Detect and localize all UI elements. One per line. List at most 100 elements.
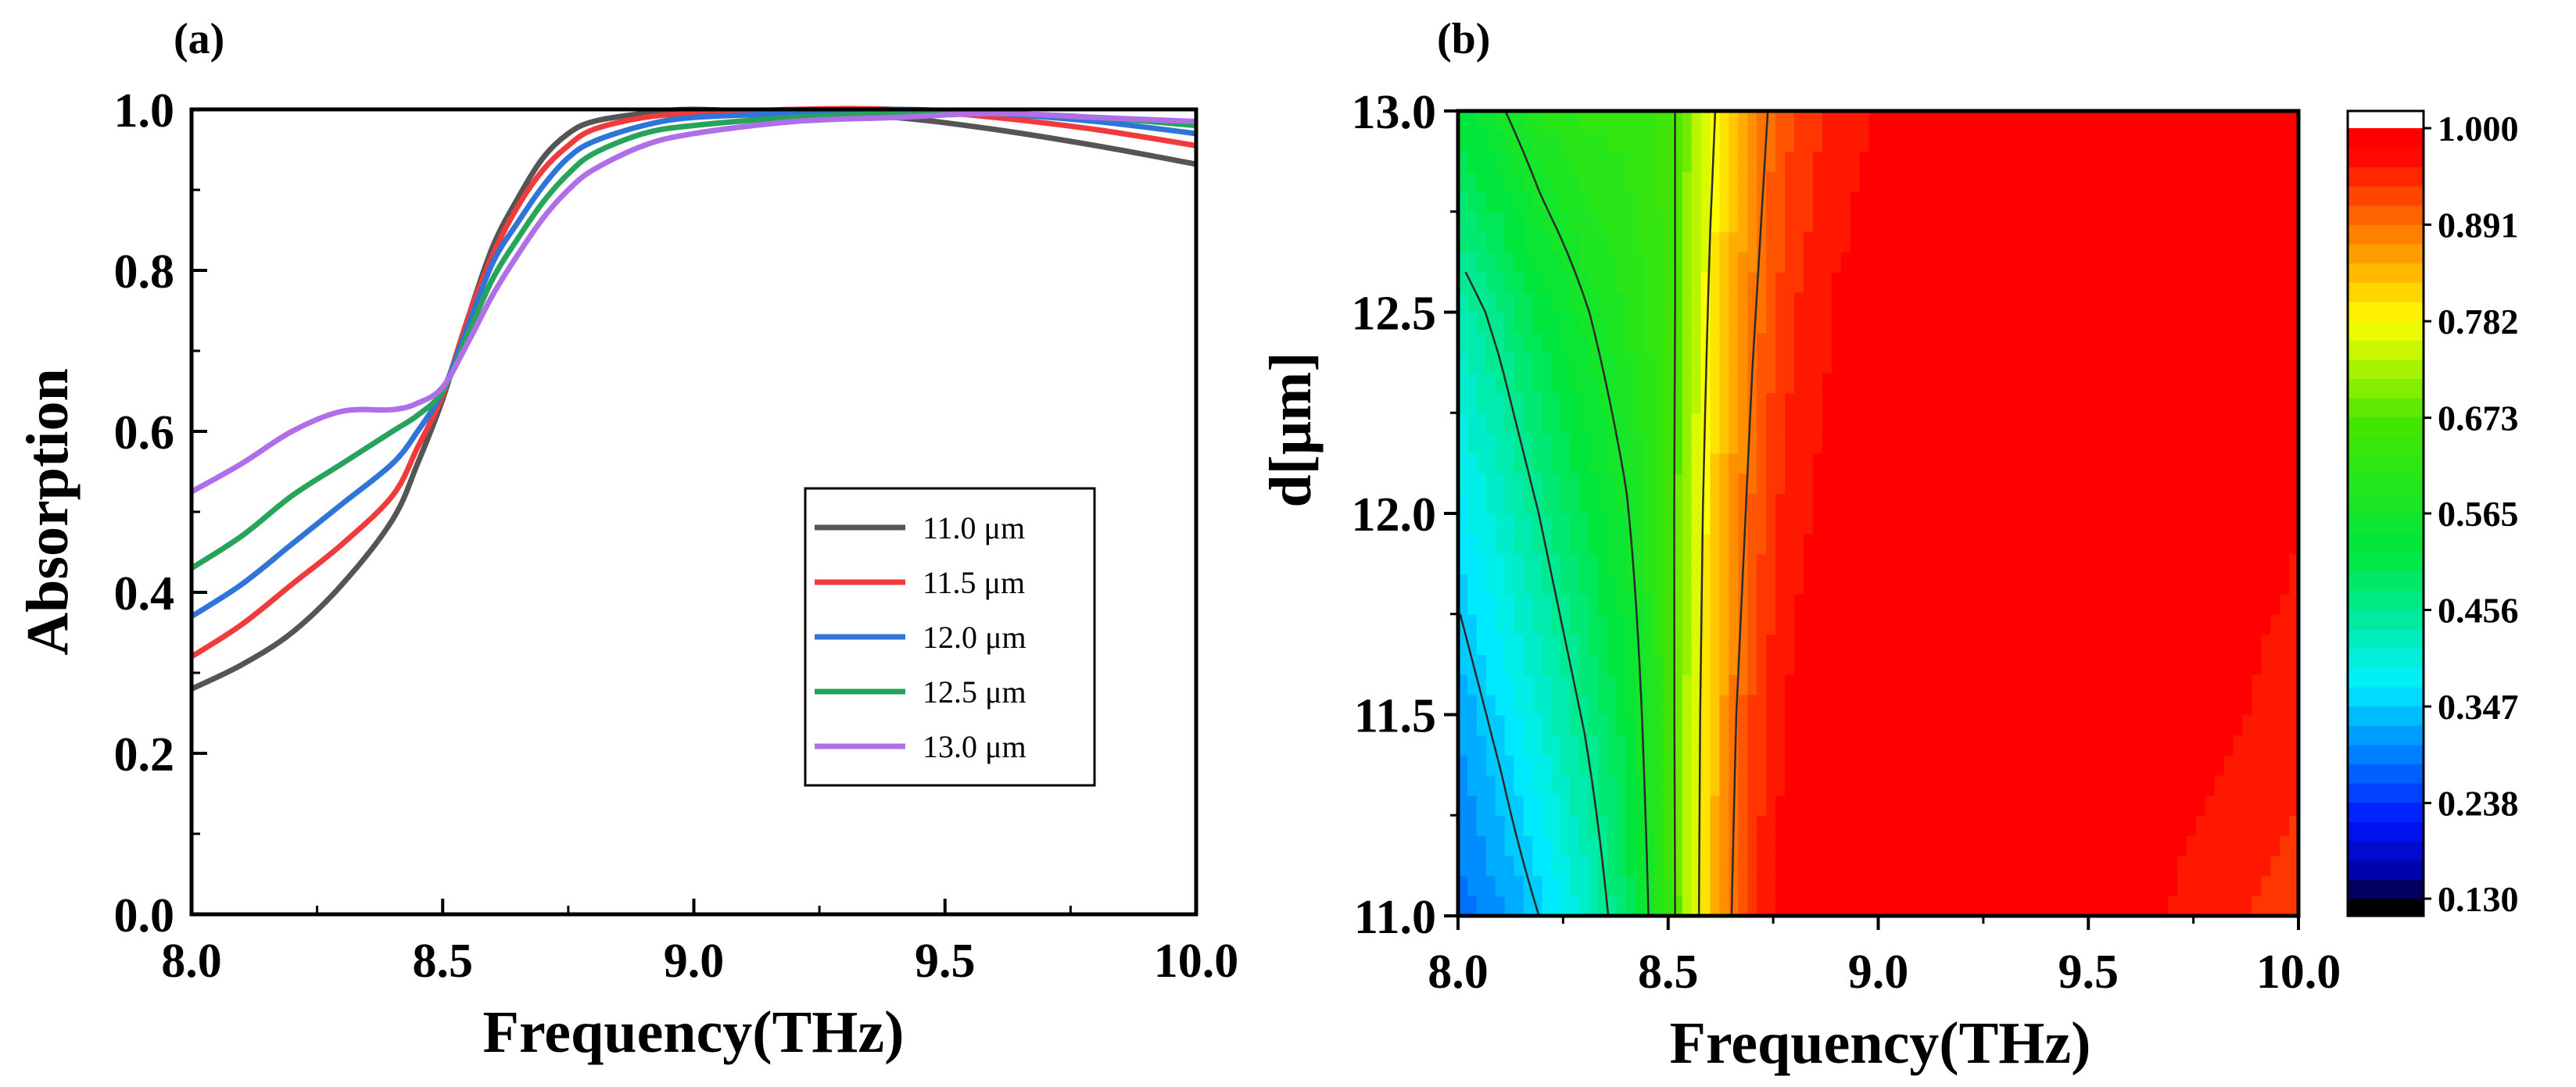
heatmap-cell xyxy=(1467,473,1478,495)
heatmap-cell xyxy=(1859,896,1870,916)
heatmap-cell xyxy=(2018,553,2029,575)
heatmap-cell xyxy=(1653,473,1664,495)
heatmap-cell xyxy=(1831,714,1842,736)
heatmap-cell xyxy=(2083,774,2094,796)
heatmap-cell xyxy=(1570,291,1581,313)
heatmap-cell xyxy=(1766,634,1776,656)
heatmap-cell xyxy=(1944,654,1954,675)
heatmap-cell xyxy=(1915,613,1926,635)
heatmap-cell xyxy=(2093,654,2103,675)
heatmap-cell xyxy=(2280,735,2290,756)
heatmap-cell xyxy=(1840,533,1851,555)
heatmap-cell xyxy=(1635,493,1646,514)
heatmap-cell xyxy=(1906,191,1917,213)
heatmap-cell xyxy=(2148,774,2159,796)
heatmap-cell xyxy=(2261,654,2271,675)
heatmap-cell xyxy=(1626,111,1636,132)
heatmap-cell xyxy=(1962,835,1972,856)
heatmap-cell xyxy=(1850,855,1861,877)
heatmap-cell xyxy=(1504,654,1515,675)
heatmap-cell xyxy=(1551,231,1562,253)
heatmap-cell xyxy=(1757,433,1767,454)
heatmap-cell xyxy=(1710,312,1721,334)
heatmap-cell xyxy=(1560,855,1571,877)
heatmap-cell xyxy=(1467,231,1478,253)
heatmap-cell xyxy=(1831,252,1842,273)
heatmap-cell xyxy=(2008,291,2019,313)
heatmap-cell xyxy=(2121,714,2131,736)
heatmap-cell xyxy=(1485,352,1496,374)
heatmap-cell xyxy=(2046,211,2057,233)
heatmap-cell xyxy=(2027,452,2038,474)
heatmap-cell xyxy=(1803,413,1814,434)
heatmap-cell xyxy=(2093,574,2103,595)
heatmap-cell xyxy=(1794,452,1804,474)
heatmap-cell xyxy=(2008,452,2019,474)
heatmap-cell xyxy=(1700,735,1711,756)
x-tick-label: 10.0 xyxy=(2256,946,2341,999)
heatmap-cell xyxy=(2233,433,2244,454)
heatmap-cell xyxy=(2065,533,2076,555)
heatmap-cell xyxy=(2093,875,2103,897)
heatmap-cell xyxy=(1626,433,1636,454)
heatmap-cell xyxy=(2167,795,2178,817)
heatmap-cell xyxy=(1560,674,1571,695)
heatmap-cell xyxy=(1738,291,1749,313)
heatmap-cell xyxy=(1980,272,1991,293)
heatmap-cell xyxy=(1458,372,1468,394)
heatmap-cell xyxy=(1523,312,1534,334)
heatmap-cell xyxy=(1831,896,1842,916)
heatmap-cell xyxy=(1831,694,1842,716)
heatmap-cell xyxy=(2270,392,2280,414)
heatmap-cell xyxy=(2186,815,2197,836)
heatmap-cell xyxy=(2083,252,2094,273)
heatmap-cell xyxy=(1925,433,1935,454)
heatmap-cell xyxy=(1542,131,1553,152)
heatmap-cell xyxy=(1766,433,1776,454)
heatmap-cell xyxy=(1542,654,1553,675)
heatmap-cell xyxy=(1589,151,1599,173)
heatmap-cell xyxy=(2055,835,2066,856)
heatmap-cell xyxy=(1495,533,1506,555)
heatmap-cell xyxy=(1868,875,1879,897)
heatmap-cell xyxy=(1747,896,1758,916)
heatmap-cell xyxy=(2289,252,2298,273)
heatmap-cell xyxy=(2046,774,2057,796)
heatmap-cell xyxy=(1738,433,1749,454)
colorbar-swatch xyxy=(2348,494,2424,514)
heatmap-cell xyxy=(2102,473,2112,495)
heatmap-cell xyxy=(1906,694,1917,716)
heatmap-cell xyxy=(1897,513,1908,535)
heatmap-cell xyxy=(1775,272,1786,293)
heatmap-cell xyxy=(2046,513,2057,535)
heatmap-cell xyxy=(1570,533,1581,555)
heatmap-cell xyxy=(1663,774,1674,796)
heatmap-cell xyxy=(1653,433,1664,454)
heatmap-cell xyxy=(1579,211,1590,233)
heatmap-cell xyxy=(1495,473,1506,495)
contour-line xyxy=(1673,111,1676,916)
heatmap-cell xyxy=(1719,553,1730,575)
heatmap-cell xyxy=(2242,735,2253,756)
heatmap-cell xyxy=(2027,191,2038,213)
heatmap-cell xyxy=(2195,433,2206,454)
heatmap-cell xyxy=(2261,594,2271,615)
heatmap-cell xyxy=(1962,272,1972,293)
heatmap-cell xyxy=(1467,131,1478,152)
heatmap-cell xyxy=(1719,413,1730,434)
heatmap-cell xyxy=(1747,815,1758,836)
heatmap-cell xyxy=(1990,493,2001,514)
heatmap-cell xyxy=(1691,352,1702,374)
heatmap-cell xyxy=(1719,131,1730,152)
heatmap-cell xyxy=(1785,291,1795,313)
heatmap-cell xyxy=(2177,613,2187,635)
heatmap-cell xyxy=(1812,252,1823,273)
heatmap-cell xyxy=(2027,352,2038,374)
heatmap-cell xyxy=(2205,332,2216,353)
heatmap-cell xyxy=(1467,755,1478,776)
heatmap-cell xyxy=(1766,774,1776,796)
heatmap-cell xyxy=(1990,774,2001,796)
heatmap-cell xyxy=(2270,131,2280,152)
heatmap-cell xyxy=(2195,452,2206,474)
heatmap-cell xyxy=(2177,735,2187,756)
